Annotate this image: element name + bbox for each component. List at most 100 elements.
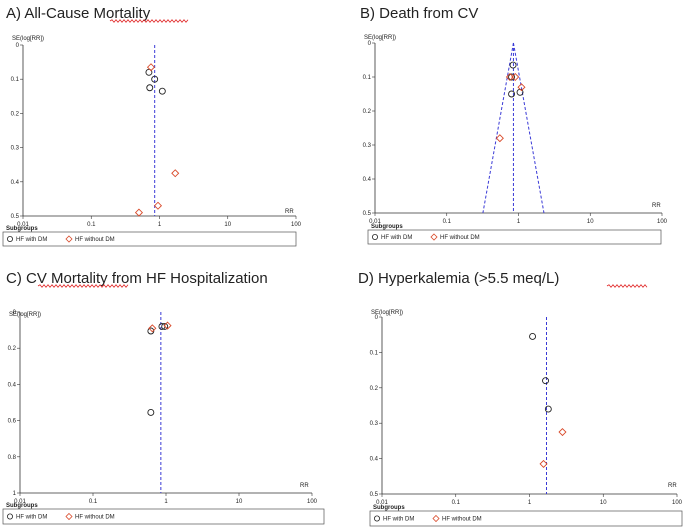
legend-circle-marker xyxy=(373,515,380,522)
point-hf-without-dm xyxy=(505,72,514,82)
y-tick-label: 0 xyxy=(375,315,379,321)
point-hf-with-dm xyxy=(529,333,537,340)
y-axis-label: SE(log[RR]) xyxy=(371,310,403,316)
point-hf-with-dm xyxy=(542,377,549,385)
y-tick-label: 0.1 xyxy=(11,77,20,83)
point-hf-without-dm xyxy=(171,169,180,178)
funnel-left-line xyxy=(482,42,514,214)
y-tick-label: 0.1 xyxy=(370,350,379,356)
x-axis-label: RR xyxy=(668,483,677,489)
x-tick-label: 1 xyxy=(158,222,162,228)
point-hf-without-dm xyxy=(517,83,526,92)
legend-label-with-dm: HF with DM xyxy=(383,517,414,523)
y-tick-label: 0.1 xyxy=(363,75,372,81)
x-tick-label: 0.01 xyxy=(369,219,381,225)
y-tick-label: 0.2 xyxy=(11,111,20,117)
x-tick-label: 10 xyxy=(587,219,594,225)
x-tick-label: 0.1 xyxy=(452,500,461,506)
legend-box xyxy=(2,231,297,247)
spellcheck-underline xyxy=(606,284,648,288)
x-tick-label: 0.01 xyxy=(376,500,388,506)
legend-diamond-marker xyxy=(430,233,438,241)
panel-d: D) Hyperkalemia (>5.5 meq/L) SE(log[RR]) R… xyxy=(358,270,683,527)
x-tick-label: 10 xyxy=(600,500,607,506)
legend-box xyxy=(367,229,662,245)
point-hf-with-dm xyxy=(158,87,166,95)
y-tick-label: 0.8 xyxy=(8,455,17,461)
legend-label-without-dm: HF without DM xyxy=(440,235,480,241)
funnel-right-line xyxy=(512,42,545,214)
legend-title: Subgroups xyxy=(371,224,403,230)
panel-title: D) Hyperkalemia (>5.5 meq/L) xyxy=(358,270,559,287)
legend-diamond-marker xyxy=(65,512,73,521)
point-hf-with-dm xyxy=(146,84,154,92)
point-hf-with-dm xyxy=(508,73,515,81)
y-tick-label: 0.2 xyxy=(8,346,17,352)
y-tick-label: 0.6 xyxy=(8,419,17,425)
point-hf-with-dm xyxy=(509,61,517,69)
point-hf-with-dm xyxy=(147,327,155,335)
x-tick-label: 10 xyxy=(224,222,231,228)
panel-title: C) CV Mortality from HF Hospitalization xyxy=(6,270,268,287)
x-tick-label: 100 xyxy=(307,499,318,505)
y-tick-label: 0.5 xyxy=(11,214,20,220)
y-axis-label: SE(log[RR]) xyxy=(9,312,41,318)
y-tick-label: 1 xyxy=(13,491,17,497)
legend-circle-marker xyxy=(371,233,378,240)
y-axis-label: SE(log[RR]) xyxy=(364,35,396,41)
y-tick-label: 0.5 xyxy=(363,211,372,217)
legend-title: Subgroups xyxy=(6,503,38,509)
y-tick-label: 0.5 xyxy=(370,492,379,498)
point-hf-without-dm xyxy=(153,201,163,210)
legend-title: Subgroups xyxy=(6,226,38,232)
y-tick-label: 0.3 xyxy=(11,146,20,152)
y-tick-label: 0.4 xyxy=(11,180,20,186)
y-tick-label: 0.2 xyxy=(370,386,379,392)
point-hf-without-dm xyxy=(495,134,504,143)
panel-c: C) CV Mortality from HF Hospitalization S… xyxy=(2,270,325,525)
y-tick-label: 0.3 xyxy=(363,143,372,149)
point-hf-without-dm xyxy=(134,208,143,217)
point-hf-with-dm xyxy=(544,405,552,413)
point-hf-with-dm xyxy=(147,409,155,416)
x-tick-label: 1 xyxy=(164,499,168,505)
point-hf-without-dm xyxy=(511,72,520,82)
y-tick-label: 0 xyxy=(13,310,17,316)
y-tick-label: 0 xyxy=(368,41,372,47)
x-tick-label: 0.1 xyxy=(89,499,98,505)
legend-label-with-dm: HF with DM xyxy=(16,515,47,521)
x-tick-label: 100 xyxy=(657,219,668,225)
legend-label-with-dm: HF with DM xyxy=(381,235,412,241)
x-tick-label: 0.01 xyxy=(14,499,26,505)
legend-label-without-dm: HF without DM xyxy=(75,237,115,243)
x-tick-label: 1 xyxy=(517,219,521,225)
y-tick-label: 0 xyxy=(16,43,20,49)
panel-title: B) Death from CV xyxy=(360,5,478,22)
x-tick-label: 1 xyxy=(528,500,532,506)
x-tick-label: 100 xyxy=(291,222,302,228)
point-hf-without-dm xyxy=(146,63,156,72)
y-tick-label: 0.4 xyxy=(363,177,372,183)
x-tick-label: 100 xyxy=(672,500,683,506)
x-axis-label: RR xyxy=(300,483,309,489)
y-tick-label: 0.4 xyxy=(8,382,17,388)
point-hf-with-dm xyxy=(145,68,153,76)
legend-circle-marker xyxy=(7,235,13,242)
point-hf-with-dm xyxy=(151,75,159,83)
point-hf-without-dm xyxy=(558,428,567,437)
point-hf-with-dm xyxy=(508,90,515,98)
x-axis-label: RR xyxy=(285,209,294,215)
y-tick-label: 0.4 xyxy=(370,457,379,463)
panel-title: A) All-Cause Mortality xyxy=(6,5,151,22)
x-tick-label: 0.1 xyxy=(87,222,96,228)
legend-title: Subgroups xyxy=(373,505,405,511)
legend-label-without-dm: HF without DM xyxy=(75,515,115,521)
x-tick-label: 10 xyxy=(236,499,243,505)
panel-a: A) All-Cause Mortality SE(log[RR]) RR 0 0.1 0… xyxy=(2,5,302,247)
y-tick-label: 0.3 xyxy=(370,421,379,427)
point-hf-without-dm xyxy=(148,324,157,333)
x-tick-label: 0.1 xyxy=(443,219,452,225)
y-axis-label: SE(log[RR]) xyxy=(12,36,44,42)
legend-diamond-marker xyxy=(432,514,440,523)
y-tick-label: 0.2 xyxy=(363,109,372,115)
